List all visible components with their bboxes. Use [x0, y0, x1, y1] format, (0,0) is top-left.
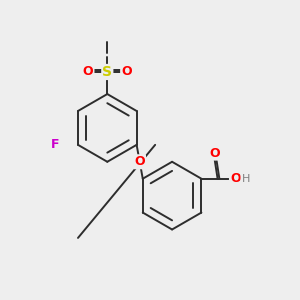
Text: O: O: [209, 147, 220, 160]
Text: F: F: [51, 138, 60, 151]
Text: O: O: [134, 155, 145, 168]
Text: S: S: [102, 65, 112, 79]
Text: O: O: [230, 172, 241, 185]
Text: H: H: [242, 174, 250, 184]
Text: O: O: [121, 65, 132, 79]
Text: O: O: [83, 65, 94, 79]
